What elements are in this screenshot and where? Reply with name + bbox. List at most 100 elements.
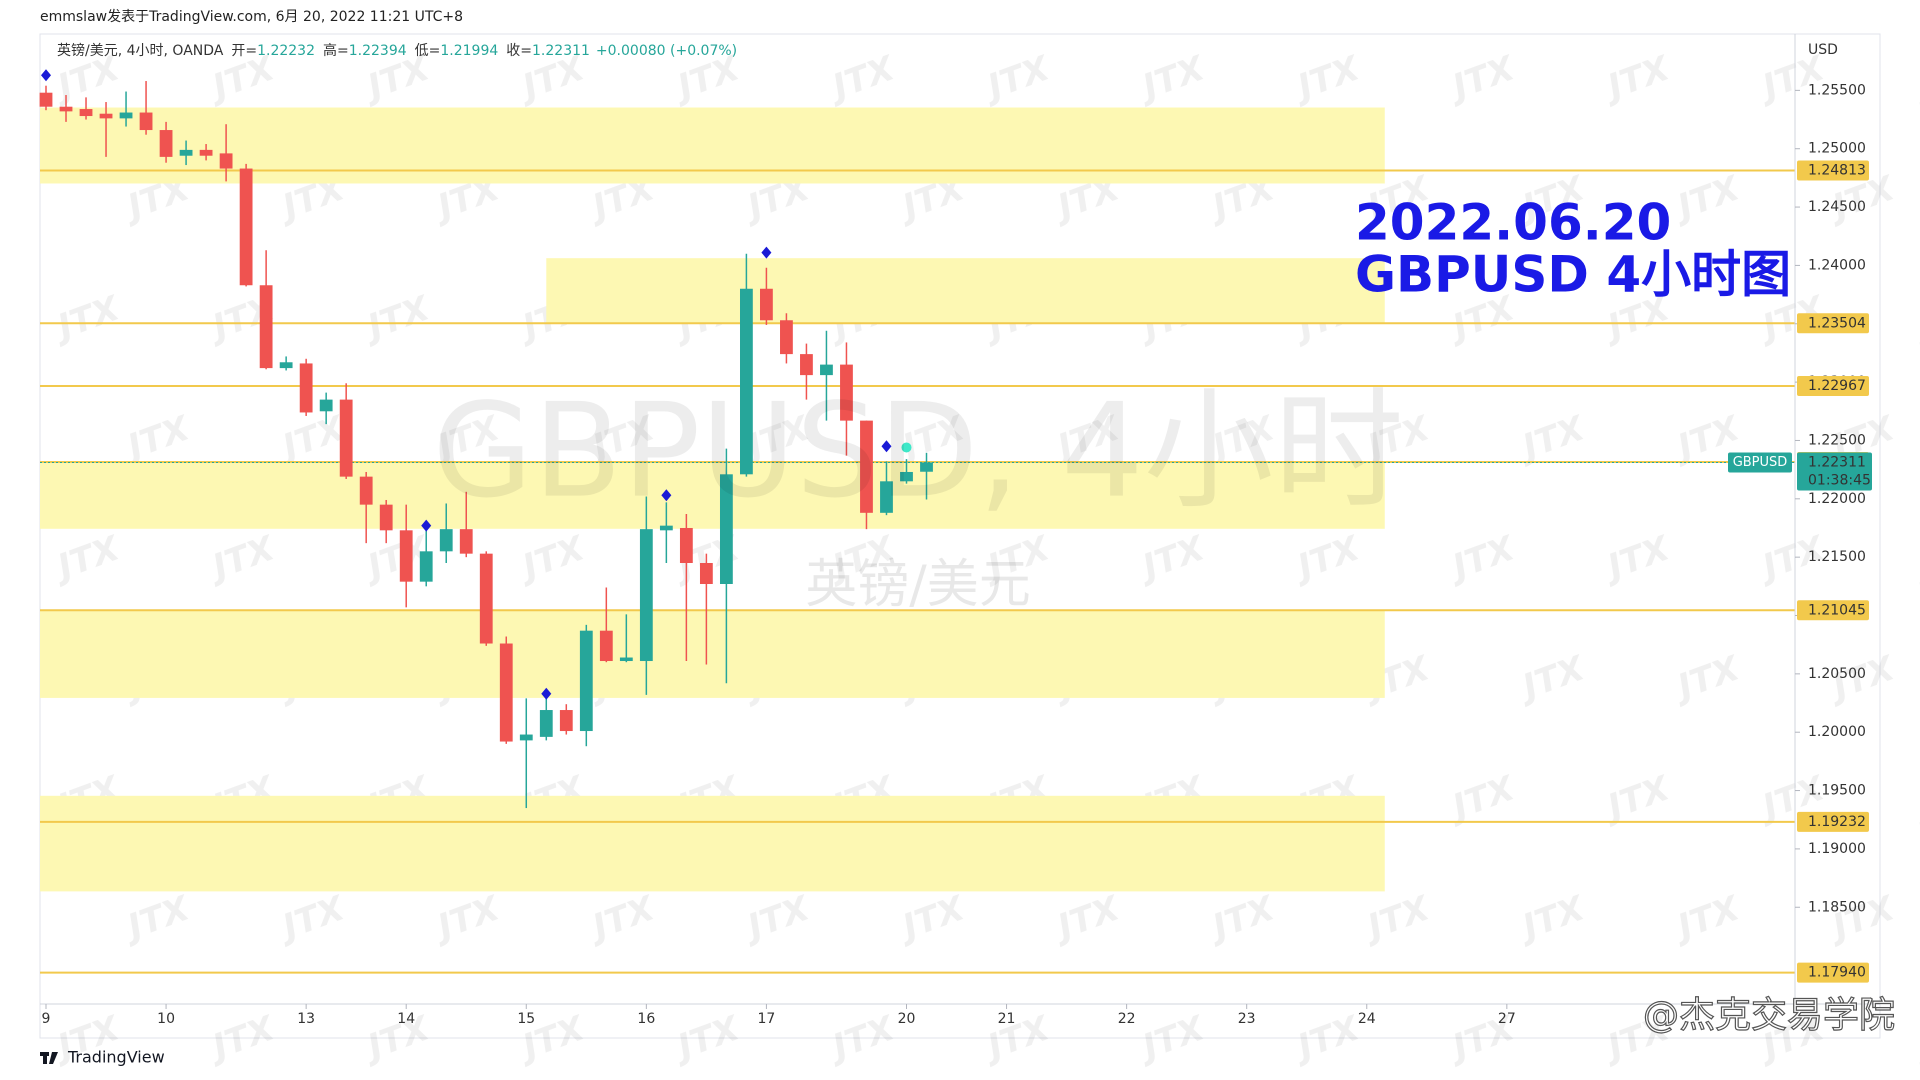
level-label: 1.17940 — [1808, 965, 1866, 981]
candle-body — [579, 630, 593, 732]
watermark-logo: JTX — [1287, 528, 1366, 589]
candle-body — [780, 320, 793, 355]
level-label: 1.22967 — [1808, 378, 1866, 394]
watermark-logo: JTX — [1907, 288, 1920, 349]
marker — [661, 489, 672, 502]
watermark-logo: JTX — [1512, 888, 1591, 949]
level-label-box — [1797, 313, 1869, 334]
watermark-logo: JTX — [1132, 528, 1211, 589]
candle-body — [99, 113, 113, 119]
candle-body — [820, 364, 833, 376]
watermark-logo: JTX — [202, 1008, 281, 1069]
watermark-logo: JTX — [117, 888, 196, 949]
candle-body — [179, 149, 193, 156]
x-tick-label: 9 — [42, 1011, 51, 1027]
candle-body — [119, 112, 133, 119]
frame — [39, 33, 1881, 1039]
watermark-logo: JTX — [977, 1008, 1056, 1069]
candle-body — [800, 354, 813, 376]
x-tick-label: 21 — [998, 1011, 1016, 1027]
watermark-logo: JTX — [1907, 768, 1920, 829]
y-tick-label: 1.18500 — [1808, 899, 1866, 915]
watermark-logo: JTX — [822, 48, 901, 109]
watermark-logo: JTX — [1907, 1008, 1920, 1069]
marker — [41, 69, 52, 82]
watermark-logo: JTX — [1907, 48, 1920, 109]
candle-body — [379, 504, 393, 531]
watermark-logo: JTX — [202, 528, 281, 589]
y-tick-label: 1.19500 — [1808, 783, 1866, 799]
candle-body — [900, 471, 913, 482]
y-tick-label: 1.20500 — [1808, 666, 1866, 682]
watermark-logo: JTX — [272, 888, 351, 949]
candle-body — [499, 643, 513, 742]
legend-label: 高= — [323, 42, 349, 59]
y-tick-label: 1.25500 — [1808, 82, 1866, 98]
annotation: 2022.06.20 — [1355, 194, 1671, 252]
legend-value: 1.22394 — [349, 43, 407, 59]
candle-body — [339, 399, 353, 477]
header: emmslaw发表于TradingView.com, 6月 20, 2022 1… — [40, 9, 463, 25]
watermark-logo: JTX — [117, 408, 196, 469]
watermark-logo: JTX — [47, 288, 126, 349]
x-tick-label: 17 — [757, 1011, 775, 1027]
candle-body — [880, 481, 893, 513]
x-tick-label: 14 — [397, 1011, 415, 1027]
y-axis-unit: USD — [1808, 42, 1838, 58]
candle-body — [599, 630, 613, 662]
zone — [546, 258, 1385, 324]
plot — [39, 69, 1795, 974]
watermark-logo: JTX — [1597, 768, 1676, 829]
brand: TradingView — [67, 1048, 165, 1067]
watermark-logo: JTX — [1667, 168, 1746, 229]
x-tick-label: 13 — [297, 1011, 315, 1027]
x-tick-label: 20 — [898, 1011, 916, 1027]
price-name-box — [1728, 452, 1792, 473]
brand-logo — [40, 1052, 58, 1064]
level-label: 1.19232 — [1808, 814, 1866, 830]
candle-body — [760, 288, 773, 321]
watermark-logo: JTX — [977, 48, 1056, 109]
legend-value: 1.22311 — [532, 43, 590, 59]
candle-body — [279, 362, 293, 369]
watermark-logo: JTX — [512, 528, 591, 589]
watermark-logo: JTX — [1512, 408, 1591, 469]
watermark-logo: JTX — [1442, 48, 1521, 109]
watermark-logo: JTX — [1512, 648, 1591, 709]
watermark-logo: JTX — [1047, 888, 1126, 949]
level-label: 1.23504 — [1808, 315, 1866, 331]
level-label-box — [1797, 160, 1869, 181]
y-tick-label: 1.19000 — [1808, 841, 1866, 857]
level-label-box — [1797, 962, 1869, 983]
watermark-logo: JTX — [357, 288, 436, 349]
watermark-logo: JTX — [1667, 648, 1746, 709]
signal — [901, 442, 912, 453]
candle-body — [539, 710, 553, 737]
watermark-logo: JTX — [272, 408, 351, 469]
watermark-logo: JTX — [1442, 768, 1521, 829]
x-tick-label: 27 — [1498, 1011, 1516, 1027]
candle-body — [419, 551, 433, 582]
credit: @杰克交易学院 — [1643, 995, 1895, 1036]
watermark-logo: JTX — [1287, 48, 1366, 109]
legend-label: 低= — [415, 43, 441, 59]
candle-body — [860, 420, 873, 513]
candle-body — [59, 106, 73, 112]
candle-body — [319, 399, 333, 412]
marker — [761, 246, 772, 259]
candle-body — [519, 734, 533, 741]
candle-body — [79, 109, 93, 117]
level-label: 1.24813 — [1808, 163, 1866, 179]
candle-body — [920, 462, 933, 472]
level-label: 1.21045 — [1808, 602, 1866, 618]
candle-body — [219, 153, 233, 169]
y-tick-label: 1.22000 — [1808, 491, 1866, 507]
watermark-logo: JTX — [427, 888, 506, 949]
candle-body — [299, 363, 313, 413]
watermark-logo: JTX — [1667, 888, 1746, 949]
x-tick-label: 16 — [637, 1011, 655, 1027]
watermark-name: 英镑/美元 — [805, 555, 1031, 615]
candle-body — [159, 130, 173, 157]
price-name: GBPUSD — [1733, 455, 1788, 470]
legend-change: +0.00080 (+0.07%) — [596, 43, 737, 59]
